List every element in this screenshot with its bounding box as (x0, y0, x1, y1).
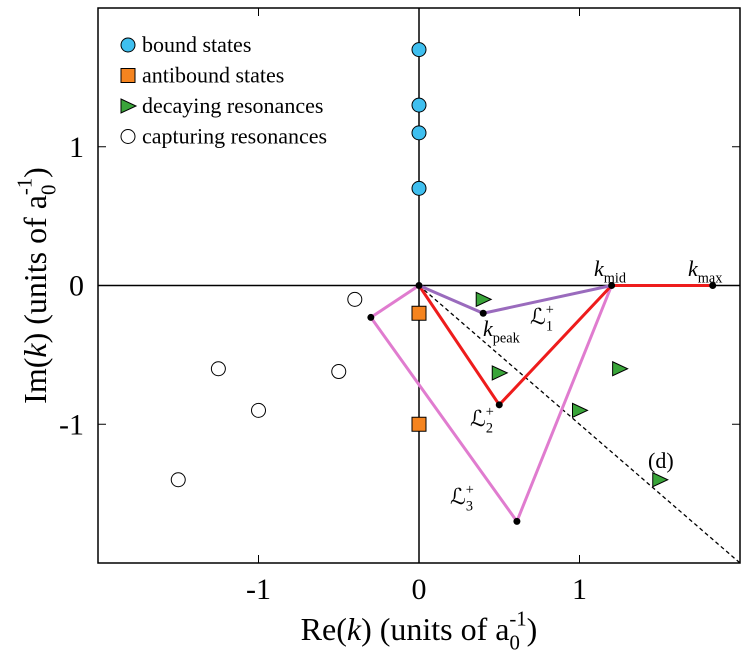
contour-line (368, 284, 613, 525)
contour-line (418, 285, 741, 564)
marker-circle (347, 291, 363, 307)
marker-triangle (491, 365, 509, 381)
annotation: kmax (688, 256, 722, 287)
text-part: Im( (17, 358, 53, 404)
contour-line (417, 284, 713, 408)
text-part: 1 (546, 319, 553, 335)
marker-circle (411, 97, 427, 113)
text-part: 0 (38, 185, 61, 195)
annotation: (d) (648, 448, 674, 473)
text-part: Re( (301, 611, 347, 647)
legend-marker (120, 37, 136, 53)
x-tick-label: 0 (412, 573, 427, 606)
text-part: + (466, 482, 474, 498)
point (495, 401, 503, 409)
marker-square (411, 305, 427, 321)
annotation: ℒ2+ (470, 404, 494, 437)
text-part: k (347, 611, 362, 647)
marker-circle (210, 361, 226, 377)
text-part: k (483, 316, 494, 341)
text-part: ) (units of a (361, 611, 509, 647)
marker-triangle (652, 471, 669, 488)
marker-triangle (572, 402, 589, 419)
plot-frame (97, 7, 741, 564)
marker-square (411, 416, 427, 432)
y-tick-label: 1 (69, 131, 84, 164)
legend-label: bound states (142, 32, 251, 57)
legend-marker (120, 98, 138, 114)
marker-circle (170, 472, 186, 488)
marker-triangle (612, 360, 629, 377)
text-part: (d) (648, 448, 674, 473)
point (513, 517, 521, 525)
text-part: + (486, 404, 494, 420)
annotation: ℒ3+ (450, 482, 474, 514)
text-part: max (698, 271, 723, 287)
legend-marker (120, 68, 136, 83)
text-part: k (17, 343, 53, 358)
text-part: ℒ (450, 484, 466, 509)
x-axis-label: Re(k) (units of a0-1) (301, 608, 538, 655)
text-part: 3 (466, 499, 473, 515)
marker-circle (411, 180, 427, 196)
point (367, 313, 375, 321)
marker-circle (251, 402, 266, 418)
point (415, 282, 423, 289)
text-part: ℒ (470, 406, 486, 431)
marker-circle (411, 125, 427, 141)
marker-triangle (475, 291, 493, 308)
text-part: ) (17, 167, 53, 178)
annotation: kpeak (483, 316, 521, 347)
text-part: ℒ (530, 304, 546, 329)
contour-line (418, 284, 612, 315)
point (479, 309, 487, 317)
text-part: mid (604, 271, 626, 287)
text-part: ) (527, 611, 538, 647)
y-tick-label: 0 (69, 270, 84, 303)
text-part: -1 (14, 178, 37, 195)
text-part: k (688, 256, 699, 281)
marker-circle (331, 364, 347, 380)
text-part: k (594, 256, 605, 281)
point (709, 282, 717, 289)
x-tick-label: -1 (246, 573, 271, 606)
y-axis-label: Im(k) (units of a0-1) (14, 167, 61, 404)
text-part: 2 (486, 421, 493, 437)
text-part: peak (493, 331, 521, 347)
legend-label: capturing resonances (142, 124, 327, 149)
legend-marker (120, 129, 136, 144)
legend-label: antibound states (142, 63, 284, 88)
y-tick-label: -1 (59, 408, 84, 441)
text-part: 0 (509, 632, 519, 655)
annotation: kmid (594, 256, 626, 287)
legend-label: decaying resonances (142, 93, 323, 118)
text-part: ) (units of a (17, 195, 53, 343)
x-tick-label: 1 (572, 573, 587, 606)
text-part: -1 (509, 608, 526, 631)
annotation: ℒ1+ (530, 302, 554, 335)
marker-circle (411, 42, 427, 58)
text-part: + (546, 302, 554, 318)
point (608, 282, 616, 289)
